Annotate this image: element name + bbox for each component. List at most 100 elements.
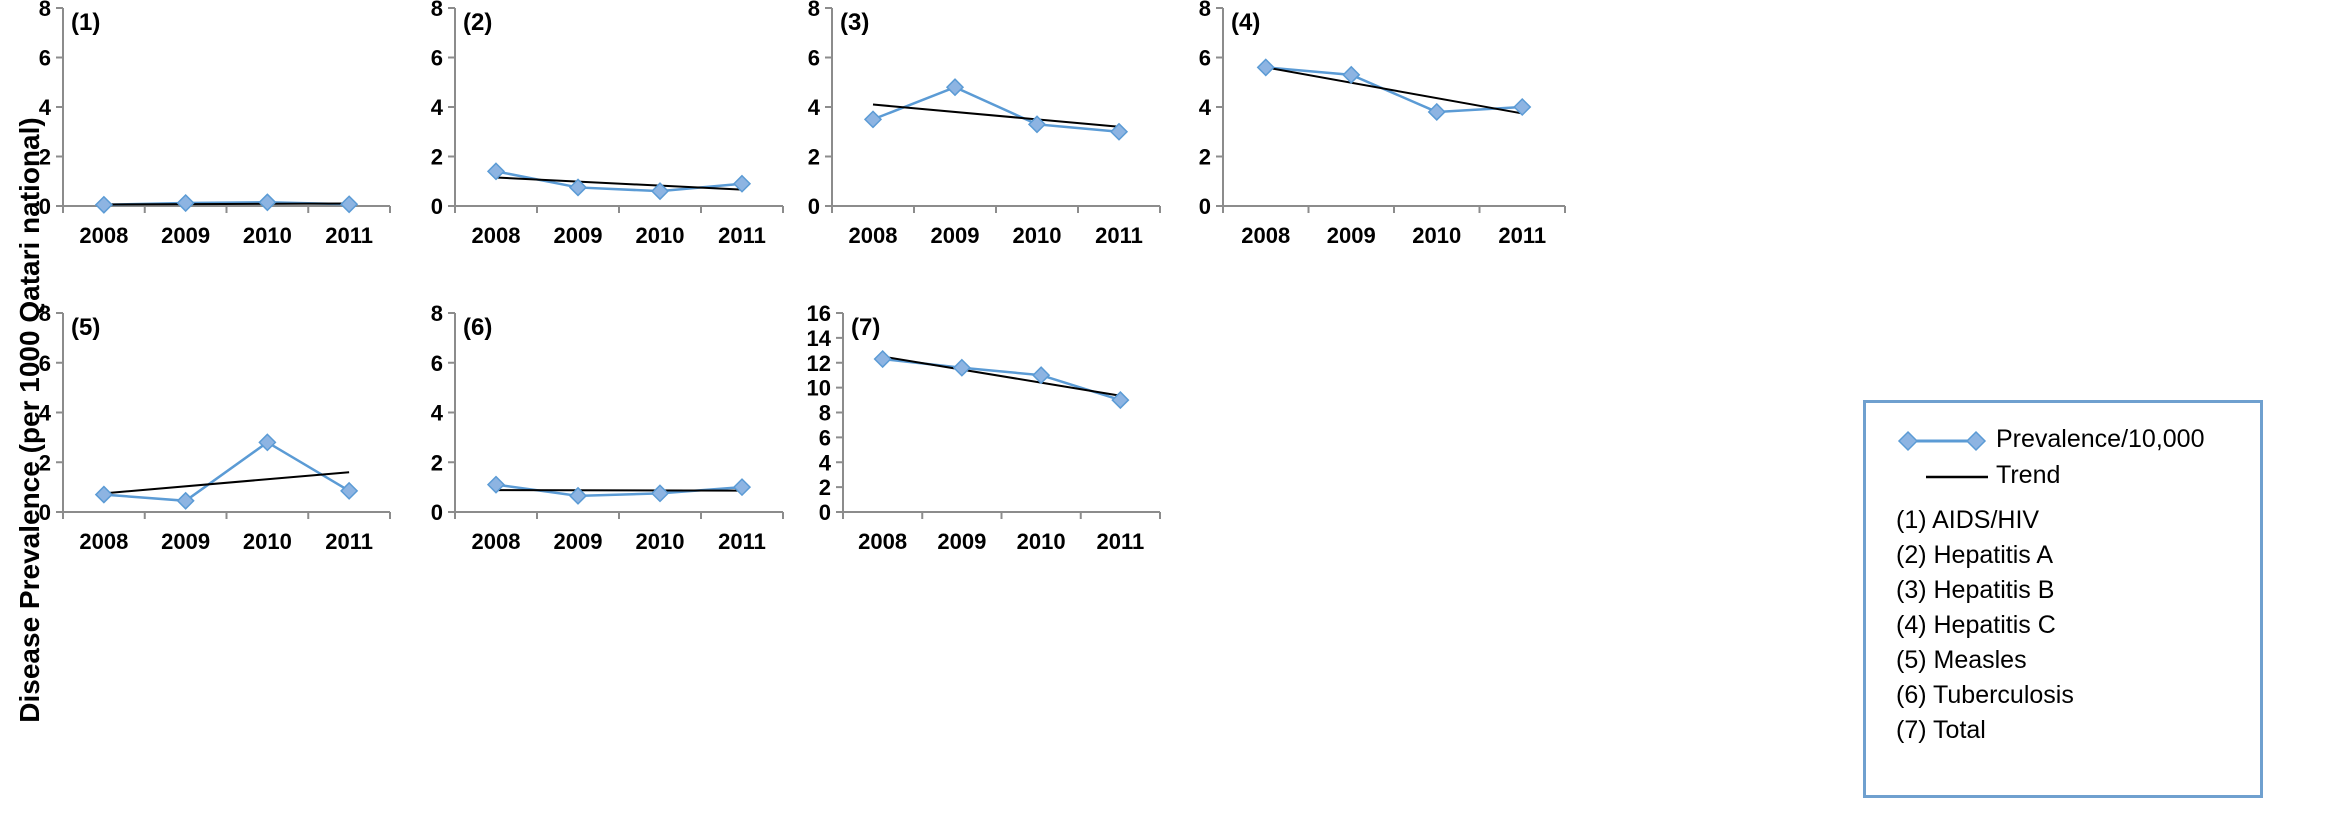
- panel-1-y-tick-label: 2: [39, 145, 51, 170]
- panel-1-y-tick-label: 8: [39, 0, 51, 21]
- panel-1-trend-line: [103, 202, 350, 206]
- legend-item-4: (4) Hepatitis C: [1896, 611, 2056, 639]
- panel-5-trend-line: [103, 471, 350, 495]
- panel-7-y-tick-label: 0: [819, 500, 831, 525]
- panel-4-x-tick-label: 2008: [1241, 223, 1290, 248]
- panel-5-y-tick-label: 4: [39, 401, 52, 426]
- legend-disease-list: (1) AIDS/HIV (2) Hepatitis A (3) Hepatit…: [1896, 503, 2074, 748]
- panel-5-x-tick-label: 2010: [243, 529, 292, 554]
- legend-item-3: (3) Hepatitis B: [1896, 576, 2055, 604]
- panel-7-x-tick-label: 2008: [858, 529, 907, 554]
- panel-1-y-tick-label: 6: [39, 46, 51, 71]
- panel-4-y-tick-label: 6: [1199, 46, 1211, 71]
- panel-1-x-tick-label: 2011: [325, 223, 373, 248]
- panel-7-data-point: [1032, 366, 1051, 385]
- legend-trend-symbol: [1926, 475, 1988, 479]
- panel-3-y-tick-label: 4: [808, 95, 821, 120]
- panel-2-y-tick-label: 0: [431, 194, 443, 219]
- panel-4-data-point: [1427, 102, 1446, 122]
- panel-6-data-point: [650, 484, 670, 503]
- panel-1-x-tick-label: 2009: [161, 223, 210, 248]
- panel-4-data-point: [1513, 97, 1532, 117]
- panel-4-x-tick-label: 2011: [1498, 223, 1546, 248]
- panel-2-y-tick-label: 2: [431, 145, 443, 170]
- panel-1-label: (1): [71, 9, 100, 36]
- panel-4-y-tick-label: 8: [1199, 0, 1211, 21]
- panel-5-x-tick-label: 2011: [325, 529, 373, 554]
- panel-7-x-tick-label: 2011: [1097, 529, 1145, 554]
- panel-3-x-tick-label: 2009: [931, 223, 980, 248]
- panel-7-y-tick-label: 14: [807, 326, 832, 351]
- panel-5-y-tick-label: 0: [39, 500, 51, 525]
- panel-6-x-tick-label: 2008: [472, 529, 521, 554]
- legend-trend-label: Trend: [1996, 461, 2061, 489]
- panel-4-y-tick-label: 4: [1199, 95, 1212, 120]
- panel-3-y-tick-label: 2: [808, 145, 820, 170]
- panel-2-x-tick-label: 2010: [636, 223, 685, 248]
- panel-2-data-point: [568, 178, 588, 197]
- panel-1-data-point: [94, 195, 113, 214]
- panel-3-x-tick-label: 2011: [1095, 223, 1143, 248]
- panel-7-y-tick-label: 12: [807, 351, 831, 376]
- panel-7-y-tick-label: 16: [807, 301, 831, 326]
- panel-2-x-tick-label: 2009: [554, 223, 603, 248]
- panel-2-data-point: [486, 162, 506, 181]
- panel-1-data-point: [258, 193, 277, 212]
- panel-6-data-point: [732, 478, 752, 497]
- panel-2-data-point: [732, 174, 752, 193]
- panel-6-y-tick-label: 6: [431, 351, 443, 376]
- panel-3-label: (3): [840, 9, 869, 36]
- panel-4-data-point: [1342, 65, 1361, 84]
- legend-item-1: (1) AIDS/HIV: [1896, 506, 2040, 534]
- panel-1-data-point: [176, 193, 195, 213]
- panel-6-y-tick-label: 4: [431, 401, 444, 426]
- panel-5-data-point: [94, 485, 113, 504]
- panel-5-label: (5): [71, 314, 100, 341]
- panel-7-data-point: [873, 349, 892, 369]
- panel-1-y-tick-label: 0: [39, 194, 51, 219]
- panel-3-trend-line: [872, 103, 1120, 128]
- panel-5-prevalence-line: [103, 440, 350, 503]
- panel-3-prevalence-line: [872, 85, 1120, 133]
- panel-3-data-point: [863, 110, 883, 129]
- panel-6-y-tick-label: 2: [431, 450, 443, 475]
- panel-2-label: (2): [463, 9, 492, 36]
- panel-5-data-point: [176, 491, 195, 510]
- panel-5-y-tick-label: 6: [39, 351, 51, 376]
- panel-4-trend-line: [1265, 66, 1523, 115]
- panel-5-y-tick-label: 2: [39, 450, 51, 475]
- panel-7-label: (7): [851, 314, 880, 341]
- panel-2-x-tick-label: 2011: [718, 223, 766, 248]
- panel-2-y-tick-label: 8: [431, 0, 443, 21]
- panel-1-y-tick-label: 4: [39, 95, 52, 120]
- panel-1-x-tick-label: 2008: [79, 223, 128, 248]
- panel-5-data-point: [340, 481, 359, 500]
- panel-3-x-tick-label: 2008: [849, 223, 898, 248]
- panel-2-y-tick-label: 6: [431, 46, 443, 71]
- legend-item-7: (7) Total: [1896, 716, 1986, 744]
- panel-1-data-point: [340, 195, 359, 214]
- panel-7-y-tick-label: 10: [807, 376, 831, 401]
- panel-2-trend-line: [495, 176, 743, 191]
- panel-5-data-point: [258, 433, 277, 452]
- panel-7-x-tick-label: 2010: [1017, 529, 1066, 554]
- legend-prevalence-label: Prevalence/10,000: [1996, 425, 2205, 453]
- panel-6-data-point: [486, 475, 506, 494]
- panel-6-data-point: [568, 486, 588, 505]
- panel-2-y-tick-label: 4: [431, 95, 444, 120]
- panel-3-y-tick-label: 6: [808, 46, 820, 71]
- panel-3-data-point: [945, 78, 965, 97]
- panel-3-y-tick-label: 8: [808, 0, 820, 21]
- panel-4-label: (4): [1231, 9, 1260, 36]
- panel-6-x-tick-label: 2010: [636, 529, 685, 554]
- panel-6-y-tick-label: 8: [431, 301, 443, 326]
- legend-box: Prevalence/10,000 Trend (1) AIDS/HIV (2)…: [1863, 400, 2263, 798]
- panel-4-y-tick-label: 2: [1199, 145, 1211, 170]
- panel-7-data-point: [952, 358, 971, 377]
- panel-6-x-tick-label: 2011: [718, 529, 766, 554]
- panel-7-x-tick-label: 2009: [937, 529, 986, 554]
- panel-4-prevalence-line: [1265, 66, 1523, 114]
- panel-1-x-tick-label: 2010: [243, 223, 292, 248]
- legend-prevalence-symbol: [1897, 430, 1987, 452]
